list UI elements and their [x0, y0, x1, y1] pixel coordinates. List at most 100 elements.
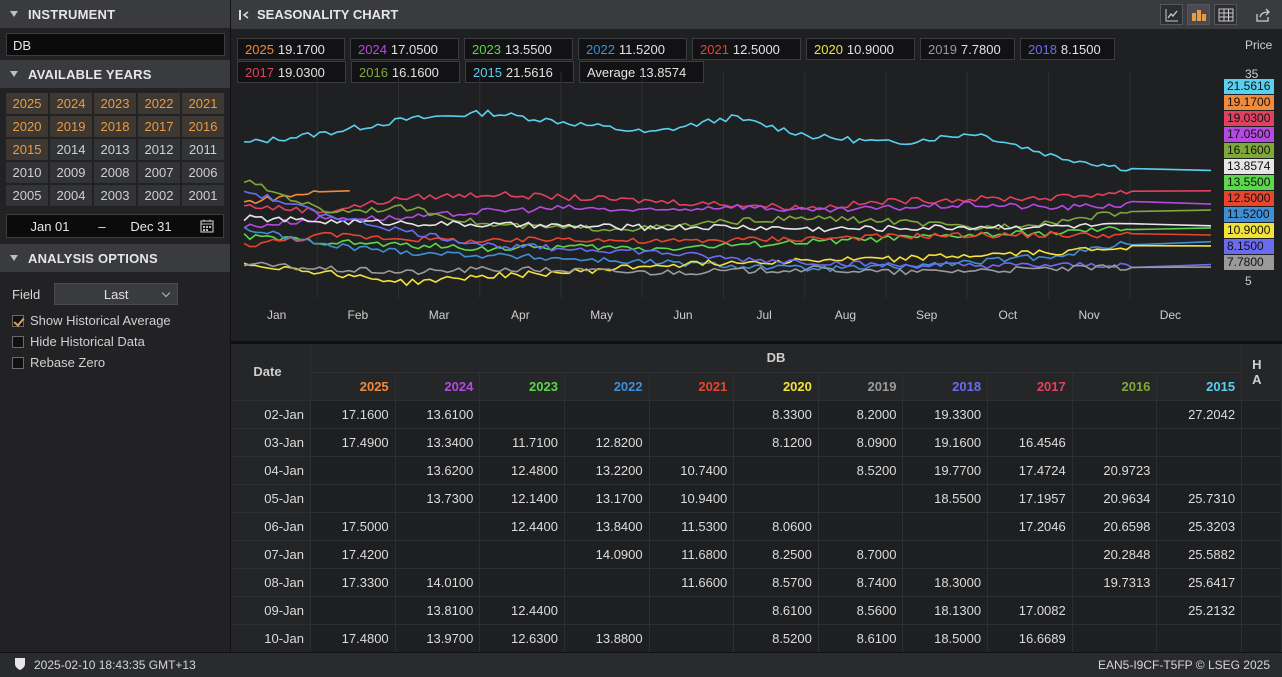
y-tick-label: 35	[1245, 67, 1259, 81]
table-row[interactable]: 04-Jan 13.6200 12.4800 13.2200 10.7400 8.5200…	[231, 456, 1282, 485]
legend-item[interactable]: 2021 12.5000	[692, 38, 801, 60]
year-button[interactable]: 2009	[50, 162, 92, 183]
year-column-header[interactable]: 2019	[818, 372, 904, 401]
year-column-header[interactable]: 2025	[310, 372, 396, 401]
panel-toggle-icon[interactable]	[239, 9, 251, 21]
series-line-2018[interactable]	[243, 190, 1212, 270]
year-button[interactable]: 2012	[138, 139, 180, 160]
year-button[interactable]: 2020	[6, 116, 48, 137]
date-column-header[interactable]: Date	[231, 344, 311, 401]
table-row[interactable]: 10-Jan 17.4800 13.9700 12.6300 13.8800 8.5200…	[231, 624, 1282, 652]
table-row[interactable]: 03-Jan 17.4900 13.3400 11.7100 12.8200 8.1200…	[231, 428, 1282, 457]
year-button[interactable]: 2011	[182, 139, 224, 160]
instrument-input[interactable]: DB	[6, 33, 225, 56]
year-column-header[interactable]: 2022	[564, 372, 650, 401]
year-button[interactable]: 2002	[138, 185, 180, 206]
field-select[interactable]: Last	[54, 283, 179, 305]
series-line-2023[interactable]	[243, 225, 1212, 253]
year-column-header[interactable]: 2017	[987, 372, 1073, 401]
option-show-historical-average[interactable]: Show Historical Average	[0, 310, 230, 331]
legend-item[interactable]: 2015 21.5616	[465, 61, 574, 83]
table-row[interactable]: 02-Jan 17.1600 13.6100 8.3300 8.2000 19.3300 2…	[231, 400, 1282, 429]
table-row[interactable]: 06-Jan 17.5000 12.4400 13.8400 11.5300 8.0600…	[231, 512, 1282, 541]
extra-cell	[1241, 540, 1282, 569]
legend-item[interactable]: 2025 19.1700	[237, 38, 345, 60]
year-button[interactable]: 2007	[138, 162, 180, 183]
year-button[interactable]: 2024	[50, 93, 92, 114]
checkbox-rebase-zero[interactable]	[12, 356, 24, 369]
legend-item[interactable]: 2020 10.9000	[806, 38, 915, 60]
table-row[interactable]: 05-Jan 13.7300 12.1400 13.1700 10.9400 18.550…	[231, 484, 1282, 513]
value-cell	[649, 624, 735, 652]
year-button[interactable]: 2015	[6, 139, 48, 160]
year-column-header[interactable]: 2024	[395, 372, 481, 401]
series-line-2015[interactable]	[244, 109, 1212, 172]
legend-item[interactable]: 2022 11.5200	[578, 38, 687, 60]
year-button[interactable]: 2013	[94, 139, 136, 160]
year-column-header[interactable]: 2015	[1156, 372, 1243, 401]
series-line-2020[interactable]	[243, 244, 1212, 287]
line-chart-view-icon[interactable]	[1160, 4, 1183, 25]
share-icon[interactable]	[1251, 4, 1274, 25]
date-cell: 10-Jan	[231, 624, 311, 652]
year-button[interactable]: 2019	[50, 116, 92, 137]
legend-item[interactable]: 2024 17.0500	[350, 38, 459, 60]
series-line-2022[interactable]	[243, 226, 1212, 273]
series-line-2017[interactable]	[243, 189, 1212, 214]
checkbox-show-historical-average[interactable]	[12, 314, 24, 327]
seasonality-view-icon[interactable]	[1187, 4, 1210, 25]
year-button[interactable]: 2017	[138, 116, 180, 137]
table-row[interactable]: 08-Jan 17.3300 14.0100 11.6600 8.5700 8.7400 1…	[231, 568, 1282, 597]
value-cell	[987, 400, 1073, 429]
legend-item[interactable]: 2019 7.7800	[920, 38, 1015, 60]
table-row[interactable]: 07-Jan 17.4200 14.0900 11.6800 8.2500 8.7000 2…	[231, 540, 1282, 569]
date-cell: 04-Jan	[231, 456, 311, 485]
table-view-icon[interactable]	[1214, 4, 1237, 25]
legend-item[interactable]: 2018 8.1500	[1020, 38, 1115, 60]
year-button[interactable]: 2025	[6, 93, 48, 114]
available-years-section-header[interactable]: AVAILABLE YEARS	[0, 60, 230, 88]
year-button[interactable]: 2023	[94, 93, 136, 114]
series-line-average[interactable]	[243, 214, 1212, 233]
year-column-header[interactable]: 2020	[733, 372, 819, 401]
calendar-icon[interactable]	[191, 219, 223, 233]
series-line-2016[interactable]	[243, 179, 1212, 232]
price-tag: 11.5200	[1224, 207, 1274, 222]
checkbox-hide-historical-data[interactable]	[12, 335, 24, 348]
series-line-2024[interactable]	[243, 200, 1212, 229]
legend-item[interactable]: 2023 13.5500	[464, 38, 573, 60]
year-button[interactable]: 2014	[50, 139, 92, 160]
year-button[interactable]: 2021	[182, 93, 224, 114]
series-line-2019[interactable]	[243, 261, 1212, 276]
year-button[interactable]: 2016	[182, 116, 224, 137]
analysis-options-section-header[interactable]: ANALYSIS OPTIONS	[0, 244, 230, 272]
value-cell: 13.7300	[395, 484, 481, 513]
year-column-header[interactable]: 2023	[479, 372, 565, 401]
year-button[interactable]: 2010	[6, 162, 48, 183]
option-hide-historical-data[interactable]: Hide Historical Data	[0, 331, 230, 352]
value-cell: 10.7400	[649, 456, 735, 485]
series-line-2021[interactable]	[243, 231, 1212, 248]
year-button[interactable]: 2022	[138, 93, 180, 114]
date-range-picker[interactable]: Jan 01 – Dec 31	[6, 214, 224, 238]
table-row[interactable]: 09-Jan 13.8100 12.4400 8.6100 8.5600 18.1300 1…	[231, 596, 1282, 625]
year-button[interactable]: 2001	[182, 185, 224, 206]
year-button[interactable]: 2004	[50, 185, 92, 206]
date-to[interactable]: Dec 31	[130, 218, 172, 234]
year-column-header[interactable]: 2018	[902, 372, 989, 401]
value-cell: 25.2132	[1156, 596, 1243, 625]
year-button[interactable]: 2003	[94, 185, 136, 206]
year-column-header[interactable]: 2016	[1072, 372, 1158, 401]
legend-item[interactable]: Average 13.8574	[579, 61, 704, 83]
date-from[interactable]: Jan 01	[30, 218, 70, 234]
year-column-header[interactable]: 2021	[649, 372, 735, 401]
year-button[interactable]: 2008	[94, 162, 136, 183]
year-button[interactable]: 2005	[6, 185, 48, 206]
option-rebase-zero[interactable]: Rebase Zero	[0, 352, 230, 373]
legend-item[interactable]: 2016 16.1600	[351, 61, 460, 83]
legend-item[interactable]: 2017 19.0300	[237, 61, 346, 83]
instrument-section-header[interactable]: INSTRUMENT	[0, 0, 230, 28]
year-button[interactable]: 2018	[94, 116, 136, 137]
seasonality-plot[interactable]: Jan Feb Mar Apr May Jun Jul Aug Sep Oct Nov Dec	[231, 29, 1226, 340]
year-button[interactable]: 2006	[182, 162, 224, 183]
